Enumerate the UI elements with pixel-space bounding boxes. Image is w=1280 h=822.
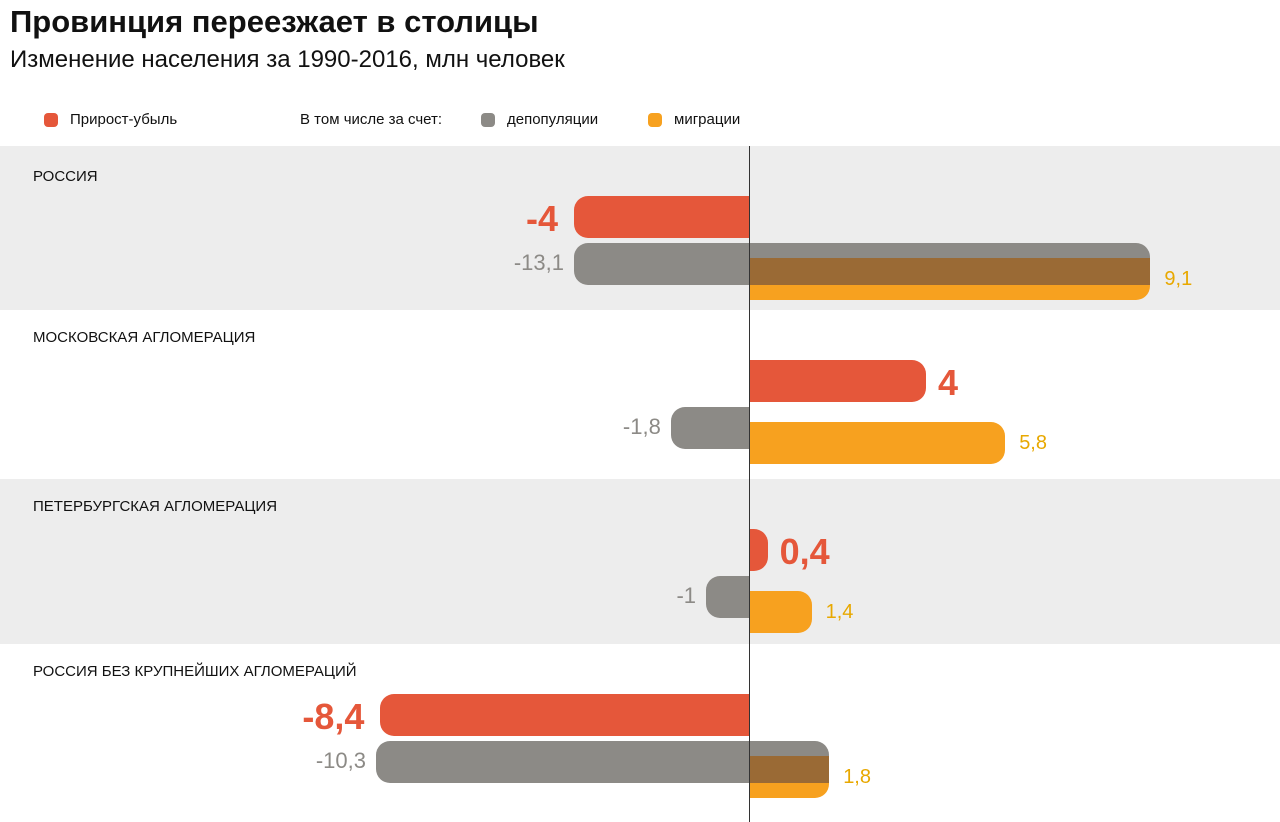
depopulation-bar	[706, 576, 750, 618]
net-bar	[750, 360, 926, 402]
group-title: РОССИЯ БЕЗ КРУПНЕЙШИХ АГЛОМЕРАЦИЙ	[33, 663, 357, 680]
depopulation-label: -1,8	[622, 414, 661, 439]
legend-depop-label: депопуляции	[507, 111, 599, 128]
legend-migr: миграции	[648, 111, 740, 128]
legend-net-swatch	[44, 112, 58, 127]
chart-title: Провинция переезжает в столицы	[10, 4, 539, 39]
overlap-bar	[750, 258, 1151, 285]
group-title: ПЕТЕРБУРГСКАЯ АГЛОМЕРАЦИЯ	[33, 498, 278, 515]
net-label: -4	[525, 198, 558, 239]
zero-line	[749, 146, 750, 822]
net-label: -8,4	[302, 696, 365, 737]
chart-subtitle: Изменение населения за 1990-2016, млн че…	[10, 46, 565, 73]
group-2: ПЕТЕРБУРГСКАЯ АГЛОМЕРАЦИЯ	[0, 479, 1280, 644]
migration-label: 1,8	[843, 766, 871, 788]
legend-migr-label: миграции	[674, 111, 741, 128]
legend-depop: депопуляции	[481, 111, 598, 128]
overlap-bar	[750, 756, 830, 783]
depopulation-label: -1	[676, 583, 696, 608]
net-bar	[380, 694, 750, 736]
depopulation-label: -10,3	[315, 748, 366, 773]
net-bar	[574, 196, 750, 238]
net-label: 4	[938, 362, 959, 403]
legend-prefix: В том числе за счет:	[300, 111, 443, 128]
legend-depop-swatch	[481, 112, 495, 127]
group-title: МОСКОВСКАЯ АГЛОМЕРАЦИЯ	[33, 329, 256, 346]
legend-net: Прирост-убыль	[44, 111, 177, 128]
group-1: МОСКОВСКАЯ АГЛОМЕРАЦИЯ	[0, 310, 1280, 479]
migration-label: 1,4	[825, 601, 854, 623]
depopulation-bar	[670, 407, 750, 449]
legend-net-label: Прирост-убыль	[70, 111, 178, 128]
net-label: 0,4	[779, 531, 830, 572]
migration-label: 9,1	[1164, 268, 1193, 290]
net-bar	[750, 529, 768, 571]
group-3: РОССИЯ БЕЗ КРУПНЕЙШИХ АГЛОМЕРАЦИЙ	[0, 644, 1280, 822]
migration-bar	[750, 422, 1006, 464]
migration-bar	[750, 591, 812, 633]
group-title: РОССИЯ	[33, 168, 98, 185]
migration-label: 5,8	[1019, 432, 1047, 454]
legend-migr-swatch	[648, 112, 662, 127]
depopulation-label: -13,1	[513, 250, 564, 275]
